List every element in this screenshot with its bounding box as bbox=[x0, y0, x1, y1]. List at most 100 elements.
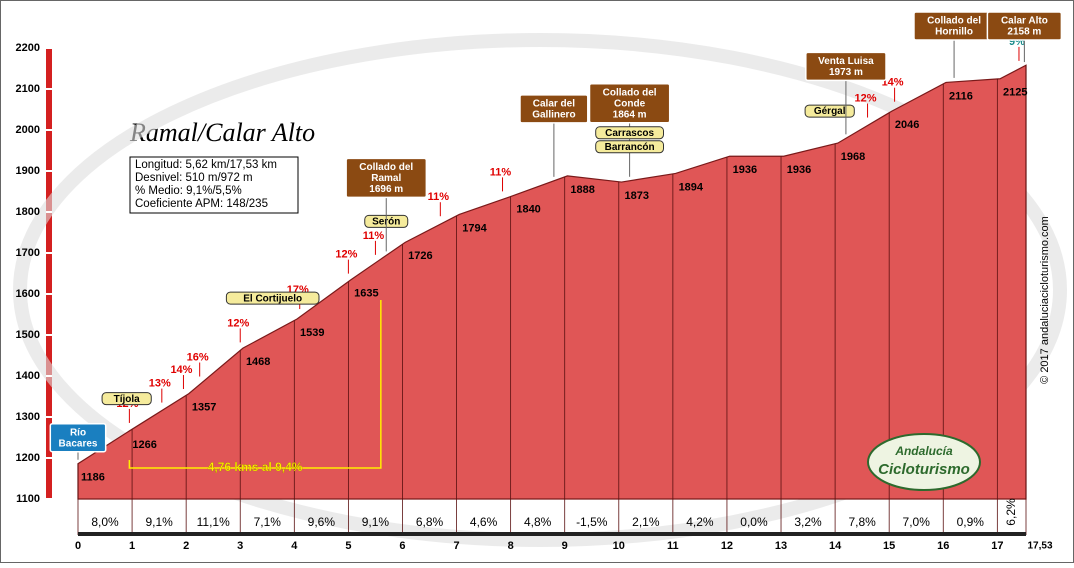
y-tick-label: 1700 bbox=[16, 247, 40, 259]
elevation-label: 1357 bbox=[192, 402, 216, 414]
segment-gradient: 11,1% bbox=[197, 515, 230, 529]
elevation-label: 1888 bbox=[570, 184, 594, 196]
elevation-label: 1873 bbox=[624, 190, 648, 202]
max-gradient: 14% bbox=[882, 77, 904, 89]
place-label: 1696 m bbox=[369, 184, 403, 195]
y-axis-bar bbox=[46, 48, 52, 500]
place-sign bbox=[225, 291, 320, 305]
place-label: Barrancón bbox=[605, 142, 655, 153]
place-sign bbox=[804, 104, 855, 118]
segment-gradient: 7,1% bbox=[254, 515, 282, 529]
max-gradient: 11% bbox=[363, 230, 385, 242]
x-tick-label: 17,53 bbox=[1027, 541, 1052, 552]
y-tick-label: 2000 bbox=[16, 124, 40, 136]
credit: © 2017 andaluciacicloturismo.com bbox=[1039, 216, 1051, 384]
logo-text: Cicloturismo bbox=[878, 461, 970, 478]
y-tick-label: 1300 bbox=[16, 411, 40, 423]
segment-gradient: 3,2% bbox=[794, 515, 822, 529]
place-box bbox=[49, 422, 107, 453]
place-sign bbox=[101, 392, 152, 406]
elevation-label: 1936 bbox=[787, 164, 811, 176]
place-label: El Cortijuelo bbox=[243, 293, 302, 304]
max-gradient: 11% bbox=[428, 191, 450, 203]
max-gradient: 11% bbox=[490, 166, 512, 178]
place-box bbox=[588, 83, 671, 124]
elevation-label: 2125 bbox=[1003, 87, 1027, 99]
elevation-label: 1794 bbox=[462, 222, 487, 234]
segment-gradient: 4,6% bbox=[470, 515, 498, 529]
x-tick-label: 3 bbox=[237, 540, 243, 552]
place-label: 2158 m bbox=[1007, 27, 1041, 38]
x-tick-label: 9 bbox=[562, 540, 568, 552]
elevation-label: 1840 bbox=[516, 204, 540, 216]
place-label: 1973 m bbox=[829, 67, 863, 78]
elevation-label: 2046 bbox=[895, 119, 919, 131]
segment-gradient: 7,8% bbox=[848, 515, 876, 529]
climb-bracket bbox=[128, 300, 382, 469]
x-tick-label: 4 bbox=[291, 540, 298, 552]
place-box bbox=[519, 94, 589, 124]
x-tick-label: 17 bbox=[991, 540, 1003, 552]
elevation-label: 1468 bbox=[246, 356, 270, 368]
y-tick-label: 2200 bbox=[16, 42, 40, 54]
elevation-label: 1726 bbox=[408, 250, 432, 262]
elevation-label: 1936 bbox=[733, 164, 757, 176]
max-gradient: 14% bbox=[170, 364, 192, 376]
segment-gradient: 6,8% bbox=[416, 515, 444, 529]
y-tick-label: 1200 bbox=[16, 452, 40, 464]
place-label: Collado del bbox=[927, 16, 981, 27]
segment-gradient: 2,1% bbox=[632, 515, 660, 529]
y-tick-label: 1800 bbox=[16, 206, 40, 218]
x-tick-label: 6 bbox=[399, 540, 405, 552]
x-tick-label: 1 bbox=[129, 540, 135, 552]
segment-gradient: 0,0% bbox=[740, 515, 768, 529]
elevation-area bbox=[77, 64, 1027, 500]
place-label: Tíjola bbox=[114, 394, 141, 405]
elevation-label: 1266 bbox=[132, 439, 156, 451]
segment-gradient: 9,1% bbox=[145, 515, 173, 529]
max-gradient: 12% bbox=[335, 249, 357, 261]
x-tick-label: 7 bbox=[453, 540, 459, 552]
y-tick-label: 1500 bbox=[16, 329, 40, 341]
info-box bbox=[129, 156, 299, 214]
segment-gradient: 4,8% bbox=[524, 515, 552, 529]
place-label: Collado del bbox=[359, 162, 413, 173]
place-box bbox=[805, 51, 887, 82]
place-label: Venta Luisa bbox=[818, 56, 874, 67]
y-tick-label: 1400 bbox=[16, 370, 40, 382]
place-label: Collado del bbox=[603, 87, 657, 98]
elevation-label: 1186 bbox=[81, 472, 105, 484]
elevation-label: 1539 bbox=[300, 327, 324, 339]
segment-gradient: 7,0% bbox=[903, 515, 931, 529]
x-tick-label: 5 bbox=[345, 540, 351, 552]
y-tick-label: 1900 bbox=[16, 165, 40, 177]
info-line: Coeficiente APM: 148/235 bbox=[135, 198, 268, 210]
place-label: Conde bbox=[614, 98, 646, 109]
max-gradient: 12% bbox=[855, 92, 877, 104]
max-gradient: 16% bbox=[187, 351, 209, 363]
place-box bbox=[345, 157, 428, 199]
x-tick-label: 10 bbox=[613, 540, 625, 552]
place-label: Calar del bbox=[533, 98, 575, 109]
elevation-label: 2116 bbox=[949, 90, 973, 102]
x-tick-label: 8 bbox=[508, 540, 514, 552]
place-label: Río bbox=[70, 427, 86, 438]
max-gradient: 13% bbox=[149, 377, 171, 389]
segment-gradient: 4,2% bbox=[686, 515, 714, 529]
segment-gradient: 8,0% bbox=[91, 515, 119, 529]
baseline-strip bbox=[78, 532, 1026, 536]
segment-gradient: -1,5% bbox=[576, 515, 608, 529]
place-label: 1864 m bbox=[613, 109, 647, 120]
y-tick-label: 2100 bbox=[16, 83, 40, 95]
place-label: Bacares bbox=[59, 438, 98, 449]
max-gradient: 12% bbox=[227, 317, 249, 329]
info-line: Longitud: 5,62 km/17,53 km bbox=[135, 159, 277, 171]
elevation-label: 1894 bbox=[679, 181, 704, 193]
x-tick-label: 16 bbox=[937, 540, 949, 552]
y-tick-label: 1600 bbox=[16, 288, 40, 300]
info-line: Desnivel: 510 m/972 m bbox=[135, 172, 253, 184]
place-label: Carrascos bbox=[605, 128, 654, 139]
y-tick-label: 1100 bbox=[16, 493, 40, 505]
